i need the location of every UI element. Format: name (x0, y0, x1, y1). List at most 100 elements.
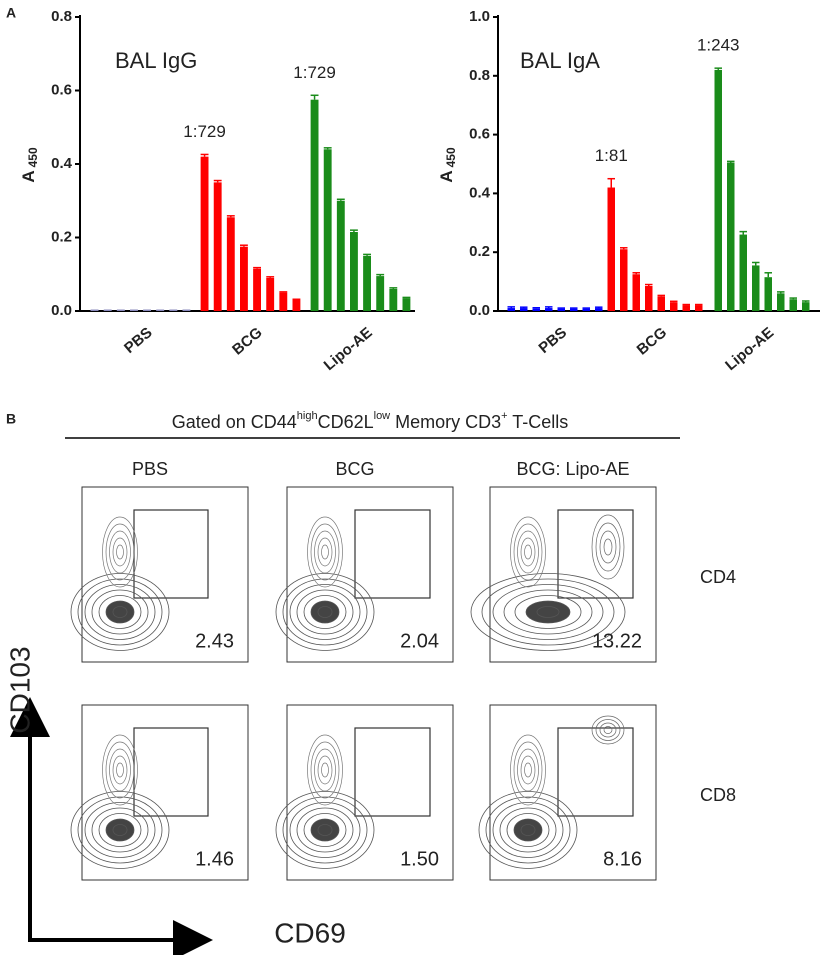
gate (133, 509, 209, 599)
gate (557, 509, 634, 599)
contour (70, 791, 170, 869)
y-tick-label: 0.0 (51, 302, 72, 319)
contour (105, 741, 135, 799)
contour (109, 530, 131, 574)
y-tick-label: 0.2 (51, 228, 72, 245)
bar (266, 277, 275, 311)
y-axis-label: A 450 (19, 147, 40, 183)
bar (595, 308, 603, 311)
contour (77, 578, 163, 646)
contour (520, 824, 536, 836)
x-tick-label: Lipo-AE (722, 324, 777, 374)
gate (354, 509, 431, 599)
gate (557, 727, 634, 817)
contour (520, 755, 536, 785)
y-axis-label: CD103 (4, 646, 35, 733)
contours (478, 715, 625, 869)
contour (282, 796, 368, 864)
contour (595, 719, 621, 741)
contour (524, 544, 532, 560)
bar (695, 305, 703, 311)
contour (116, 762, 124, 778)
y-tick-label: 0.6 (51, 81, 72, 98)
x-tick-label: BCG (634, 324, 670, 358)
contour (310, 741, 340, 799)
bar (714, 69, 722, 311)
panel-label: A (6, 5, 16, 21)
y-tick-label: 1.0 (469, 8, 490, 25)
y-tick-label: 0.8 (51, 8, 72, 25)
row-label: CD8 (700, 785, 736, 805)
contour (506, 813, 550, 847)
contour (603, 538, 613, 556)
contour (492, 802, 564, 858)
contour (591, 715, 625, 745)
contour (109, 748, 131, 792)
x-tick-label: BCG (229, 324, 265, 358)
contour (520, 537, 536, 567)
contour (116, 544, 124, 560)
y-tick-label: 0.2 (469, 243, 490, 260)
bar (323, 149, 332, 311)
plot-frame (81, 486, 249, 663)
contour (112, 755, 128, 785)
gate-value: 1.46 (195, 848, 234, 870)
contour (77, 796, 163, 864)
column-title: BCG: Lipo-AE (516, 459, 629, 479)
bar (213, 182, 222, 311)
bar (389, 288, 398, 311)
contour (289, 584, 361, 640)
bar (739, 234, 747, 311)
plot-frame (489, 704, 657, 881)
contour (591, 514, 625, 580)
bar (777, 293, 785, 311)
contour (317, 537, 333, 567)
annotation: 1:729 (183, 122, 226, 141)
annotation: 1:81 (595, 146, 628, 165)
gating-header: Gated on CD44highCD62Llow Memory CD3+ T-… (172, 410, 569, 432)
plot-frame (81, 704, 249, 881)
contour (102, 516, 138, 588)
contour (310, 523, 340, 581)
bar (350, 231, 358, 311)
contour (98, 595, 142, 629)
bar (789, 299, 797, 311)
gate-value: 13.22 (592, 630, 642, 652)
plot-frame (286, 486, 454, 663)
contours (70, 734, 170, 869)
contour (510, 516, 546, 588)
contour (513, 741, 543, 799)
contour (112, 537, 128, 567)
contour (536, 606, 560, 618)
bar (363, 255, 371, 311)
bar (682, 305, 690, 311)
plot-frame (489, 486, 657, 663)
contour (70, 573, 170, 651)
gate-value: 2.43 (195, 630, 234, 652)
contours (275, 734, 375, 869)
annotation: 1:729 (293, 63, 336, 82)
contour (517, 748, 539, 792)
y-label-sub: 450 (444, 147, 458, 167)
chart-title: BAL IgG (115, 48, 197, 73)
bar (752, 265, 760, 311)
contour (317, 606, 333, 618)
bar (632, 274, 640, 311)
contour (112, 606, 128, 618)
bar (200, 156, 209, 311)
contour (517, 530, 539, 574)
contour (296, 589, 354, 635)
contour (317, 755, 333, 785)
bar (310, 99, 319, 311)
bar (279, 292, 288, 311)
plot-frame (286, 704, 454, 881)
contour (296, 807, 354, 853)
contours (275, 516, 375, 651)
y-tick-label: 0.6 (469, 126, 490, 143)
y-label-main: A (437, 170, 456, 182)
x-tick-label: PBS (536, 324, 571, 357)
contour (275, 573, 375, 651)
bar (620, 249, 628, 311)
y-label-main: A (19, 170, 38, 182)
gate (133, 727, 209, 817)
